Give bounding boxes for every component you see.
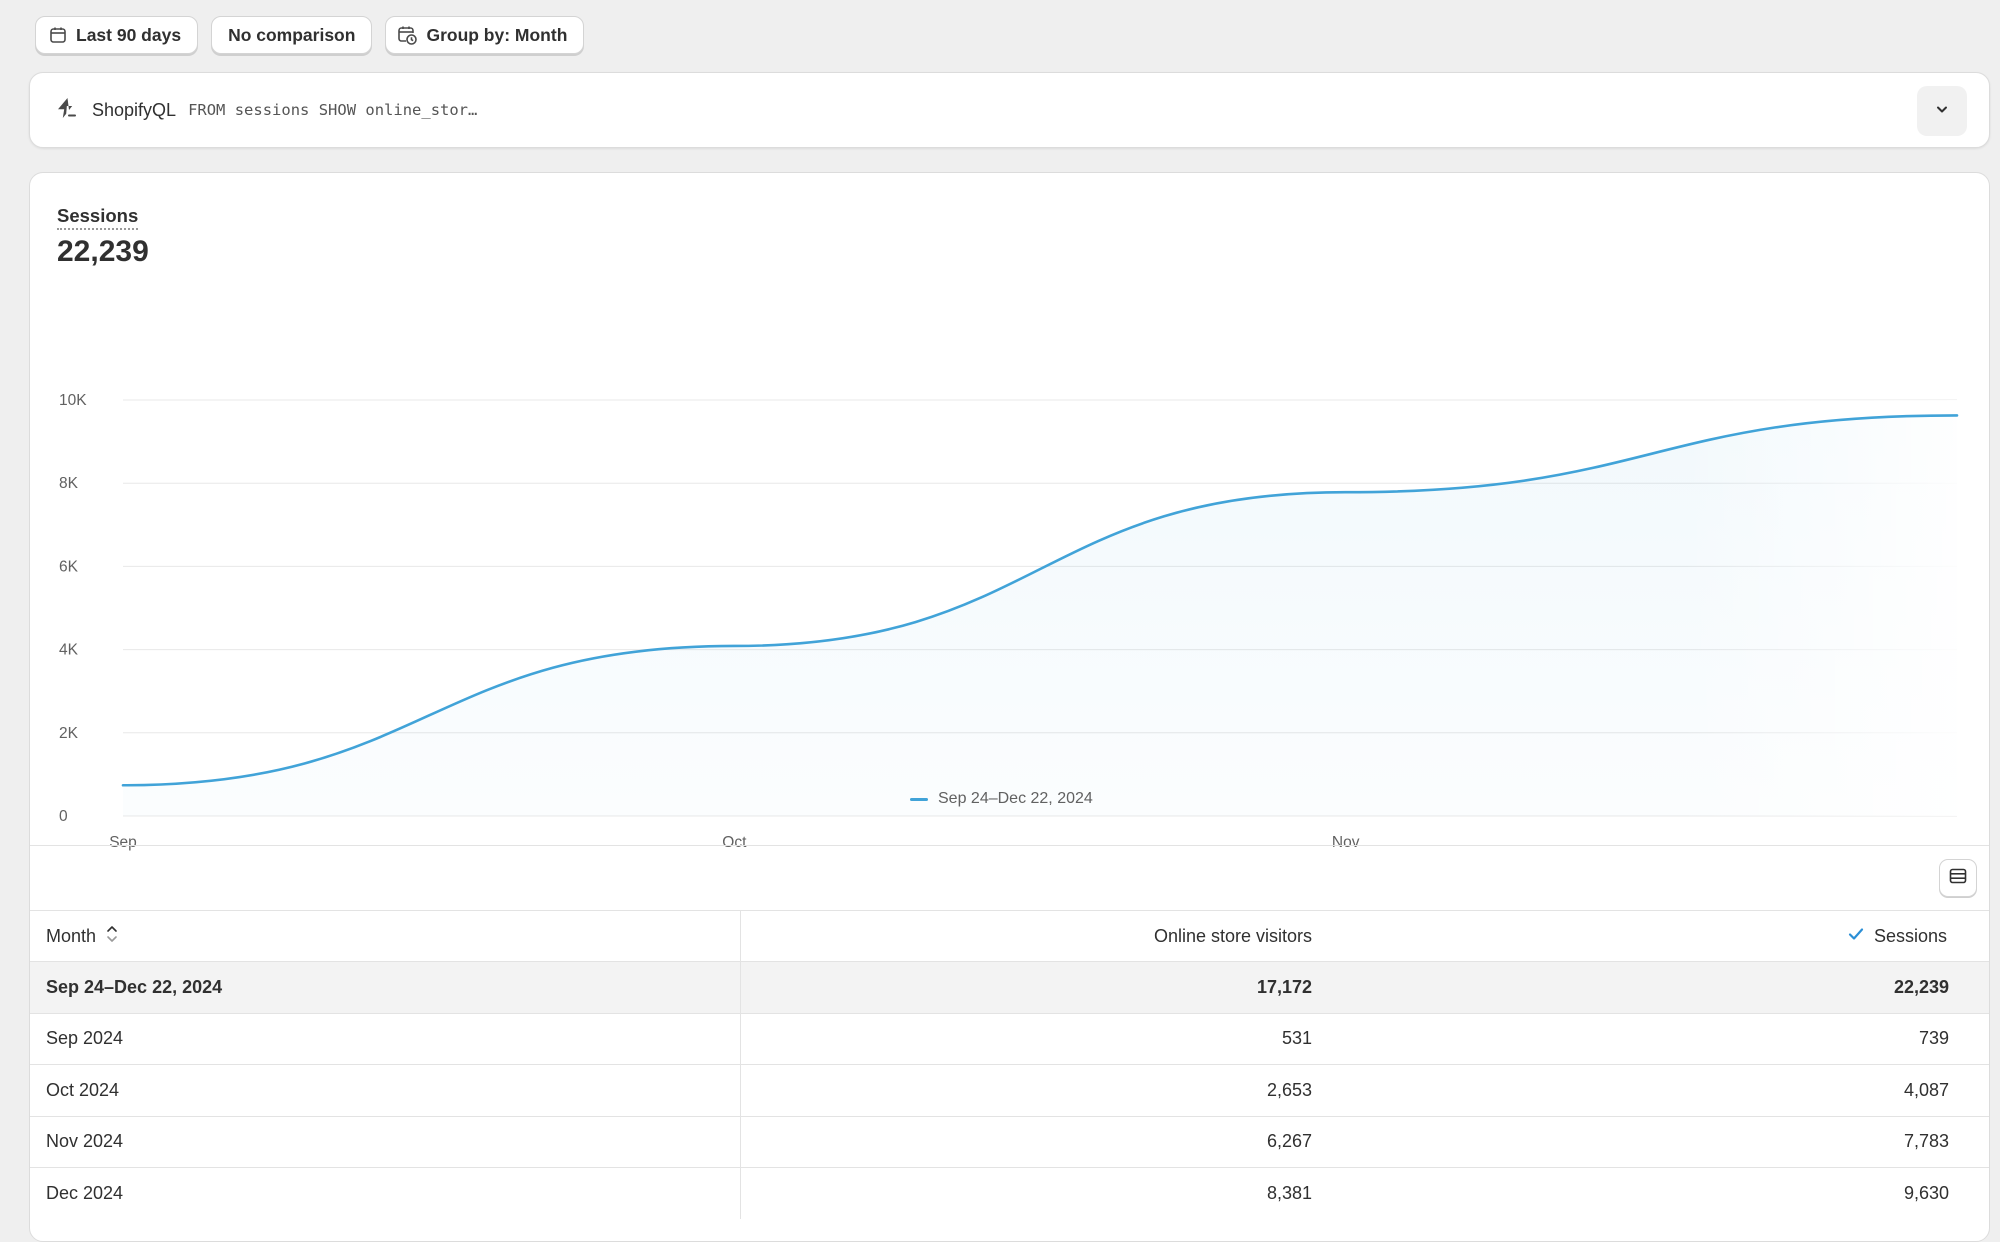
x-tick-label: Oct <box>722 834 747 851</box>
checkmark-icon <box>1846 924 1866 949</box>
y-tick-label: 6K <box>59 558 79 575</box>
query-language-label: ShopifyQL <box>92 100 176 121</box>
legend-label: Sep 24–Dec 22, 2024 <box>938 790 1093 808</box>
expand-query-button[interactable] <box>1917 86 1967 136</box>
calendar-clock-icon <box>396 24 418 46</box>
visitors-cell: 8,381 <box>740 1168 1338 1220</box>
query-text[interactable]: FROM sessions SHOW online_stor… <box>188 101 477 119</box>
comparison-button[interactable]: No comparison <box>211 16 372 54</box>
date-range-button[interactable]: Last 90 days <box>35 16 198 54</box>
report-toolbar: Last 90 days No comparison Group by: Mon… <box>35 16 584 54</box>
sessions-cell: 739 <box>1338 1013 1989 1065</box>
chart-legend: Sep 24–Dec 22, 2024 <box>910 790 1093 808</box>
visitors-header-label: Online store visitors <box>1154 926 1312 946</box>
calendar-icon <box>48 25 68 45</box>
shopifyql-query-bar[interactable]: ShopifyQL FROM sessions SHOW online_stor… <box>29 72 1990 148</box>
group-by-button[interactable]: Group by: Month <box>385 16 584 54</box>
y-tick-label: 0 <box>59 808 68 825</box>
table-row: Oct 2024 2,653 4,087 <box>30 1065 1989 1117</box>
column-header-month[interactable]: Month <box>30 911 740 962</box>
x-tick-label: Nov <box>1332 834 1360 851</box>
visitors-cell: 6,267 <box>740 1116 1338 1168</box>
table-header-row: Month Online store visitors <box>30 911 1989 962</box>
comparison-label: No comparison <box>228 25 355 46</box>
table-row: Sep 2024 531 739 <box>30 1013 1989 1065</box>
month-cell: Oct 2024 <box>30 1065 740 1117</box>
table-total-row: Sep 24–Dec 22, 2024 17,172 22,239 <box>30 962 1989 1014</box>
column-header-sessions[interactable]: Sessions <box>1338 911 1989 962</box>
legend-swatch <box>910 798 928 801</box>
sessions-chart: 0 2K 4K 6K 8K 10K Sep Oct Nov <box>30 273 1990 933</box>
y-tick-label: 8K <box>59 475 79 492</box>
metric-value: 22,239 <box>57 235 149 269</box>
table-row: Dec 2024 8,381 9,630 <box>30 1168 1989 1220</box>
y-tick-label: 4K <box>59 642 79 659</box>
table-view-toggle-button[interactable] <box>1939 859 1977 897</box>
area-fade <box>123 400 1957 816</box>
month-cell: Dec 2024 <box>30 1168 740 1220</box>
visitors-cell: 2,653 <box>740 1065 1338 1117</box>
metric-title[interactable]: Sessions <box>57 205 138 230</box>
date-range-label: Last 90 days <box>76 25 181 46</box>
month-cell: Sep 2024 <box>30 1013 740 1065</box>
sessions-cell: 4,087 <box>1338 1065 1989 1117</box>
month-header-label: Month <box>46 926 96 947</box>
y-tick-label: 2K <box>59 725 79 742</box>
total-visitors-cell: 17,172 <box>740 962 1338 1014</box>
x-tick-label: Sep <box>109 834 137 851</box>
chart-table-divider <box>30 845 1989 846</box>
sessions-header-label: Sessions <box>1874 926 1947 947</box>
report-card: Sessions 22,239 0 2K 4K 6K 8K 10K Sep Oct Nov S… <box>29 172 1990 1242</box>
total-month-cell: Sep 24–Dec 22, 2024 <box>30 962 740 1014</box>
chevron-down-icon <box>1933 100 1951 123</box>
sort-icon[interactable] <box>106 924 118 949</box>
table-icon <box>1948 866 1968 891</box>
y-tick-label: 10K <box>59 392 87 409</box>
group-by-label: Group by: Month <box>426 25 567 46</box>
total-sessions-cell: 22,239 <box>1338 962 1989 1014</box>
table-row: Nov 2024 6,267 7,783 <box>30 1116 1989 1168</box>
sessions-cell: 9,630 <box>1338 1168 1989 1220</box>
sessions-cell: 7,783 <box>1338 1116 1989 1168</box>
month-cell: Nov 2024 <box>30 1116 740 1168</box>
report-table: Month Online store visitors <box>30 910 1989 1219</box>
column-header-visitors[interactable]: Online store visitors <box>740 911 1338 962</box>
visitors-cell: 531 <box>740 1013 1338 1065</box>
lightning-bolt-icon <box>54 96 78 125</box>
